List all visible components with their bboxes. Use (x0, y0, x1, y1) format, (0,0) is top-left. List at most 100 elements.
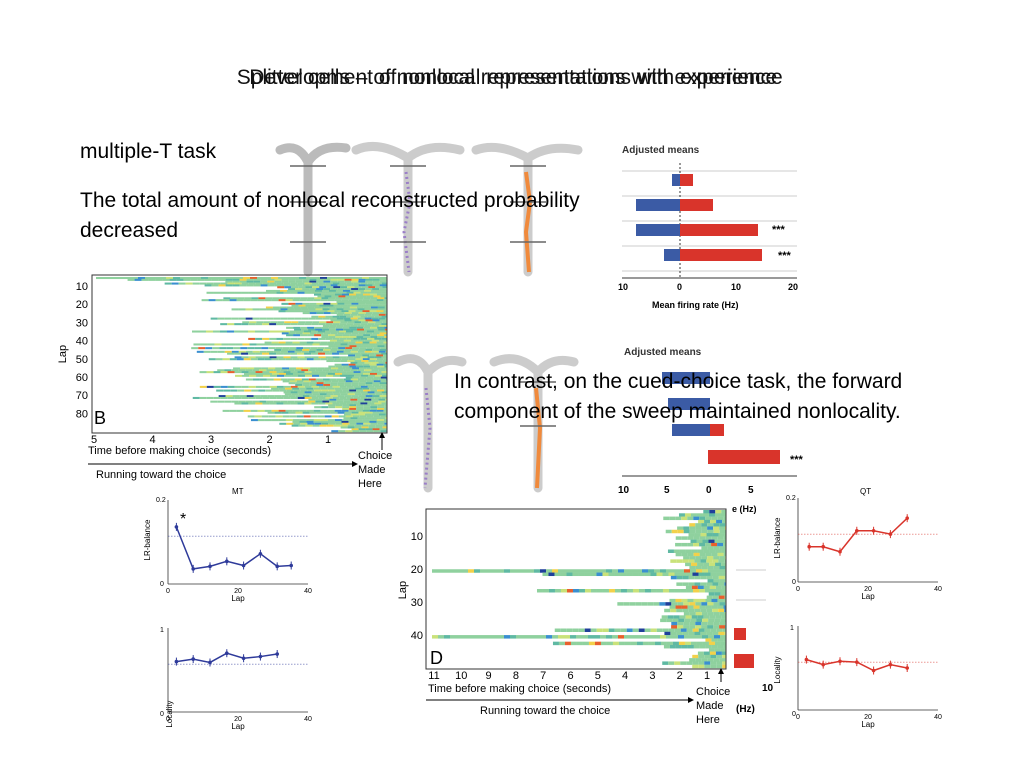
heatmap-cell (316, 382, 324, 385)
heatmap-cell (344, 332, 352, 335)
heatmap-cell (320, 358, 328, 361)
heatmap-cell (318, 402, 326, 405)
heatmap-cell (542, 572, 549, 577)
heatmap-cell (273, 400, 281, 403)
heatmap-cell (717, 638, 724, 642)
heatmap-cell (291, 343, 299, 346)
heatmap-cell (302, 312, 310, 315)
heatmap-cell (282, 380, 290, 383)
heatmap-cell (220, 371, 228, 374)
heatmap-cell (718, 559, 725, 563)
heatmap-cell (328, 345, 336, 348)
heatmap-cell (384, 389, 387, 392)
heatmap-cell (385, 417, 387, 420)
heatmap-cell (296, 415, 304, 418)
heatmap-cell (354, 424, 362, 427)
heatmap-cell (360, 330, 368, 333)
mt-top-point (191, 567, 195, 571)
heatmap-cell (259, 378, 267, 381)
heatmap-cell (241, 330, 249, 333)
heatmap-cell (385, 413, 387, 416)
heatmap-cell (694, 608, 701, 613)
heatmap-cell (324, 367, 332, 370)
heatmap-cell (675, 598, 682, 603)
heatmap-cell (356, 326, 364, 329)
heatmap-cell (367, 391, 375, 394)
heatmap-cell (362, 372, 370, 375)
heatmap-cell (310, 415, 318, 418)
heatmap-cell (276, 356, 284, 359)
heatmap-cell (383, 293, 387, 296)
heatmap-cell (685, 549, 692, 553)
heatmap-cell (350, 417, 358, 420)
heatmap-cell (385, 378, 387, 381)
heatmap-cell (358, 384, 366, 387)
adj-bot-partial: e (Hz) (732, 504, 757, 514)
heatmap-cell (353, 385, 361, 388)
heatmap-cell (355, 310, 363, 313)
heatmap-cell (554, 628, 561, 632)
heatmap-cell (626, 572, 633, 577)
mt-bot-point (225, 651, 229, 655)
heatmap-cell (242, 321, 250, 324)
heatmap-cell (723, 536, 726, 540)
heatmap-cell (218, 284, 226, 287)
heatmap-cell (320, 419, 328, 422)
heatmap-cell (708, 648, 715, 652)
heatmap-cell (576, 635, 582, 639)
heatmap-cell (358, 411, 366, 414)
heatmap-cell (351, 278, 359, 281)
heatmap-cell (719, 523, 726, 527)
heatmap-cell (337, 312, 345, 315)
heatmap-cell (367, 330, 375, 333)
heatmap-cell (705, 638, 712, 642)
figd-panel-letter: D (430, 648, 443, 668)
heatmap-cell (696, 618, 703, 623)
heatmap-cell (272, 389, 280, 392)
heatmap-cell (375, 426, 383, 429)
heatmap-cell (348, 409, 356, 412)
heatmap-cell (705, 605, 712, 609)
heatmap-cell (328, 326, 336, 329)
heatmap-cell (368, 393, 376, 396)
figd-x-tick: 7 (540, 670, 546, 682)
heatmap-cell (327, 372, 335, 375)
heatmap-cell (385, 300, 387, 304)
heatmap-cell (276, 323, 284, 326)
heatmap-cell (162, 278, 170, 281)
heatmap-cell (323, 288, 331, 291)
heatmap-cell (349, 334, 357, 337)
heatmap-cell (363, 306, 371, 309)
heatmap-cell (378, 369, 386, 372)
heatmap-cell (675, 552, 682, 557)
heatmap-cell (253, 284, 261, 287)
heatmap-cell (370, 408, 378, 411)
heatmap-cell (356, 345, 364, 348)
heatmap-cell (345, 347, 353, 350)
heatmap-cell (372, 284, 380, 287)
heatmap-cell (324, 380, 332, 383)
heatmap-cell (313, 419, 321, 422)
heatmap-cell (271, 277, 278, 280)
heatmap-cell (691, 615, 698, 619)
heatmap-cell (687, 536, 694, 540)
heatmap-cell (370, 422, 378, 425)
heatmap-cell (684, 635, 690, 639)
heatmap-cell (348, 277, 355, 280)
heatmap-cell (590, 589, 597, 593)
heatmap-cell (372, 312, 380, 315)
heatmap-cell (612, 641, 619, 646)
heatmap-cell (280, 400, 288, 403)
heatmap-cell (701, 612, 708, 616)
heatmap-cell (234, 282, 242, 285)
qt-top-point (871, 528, 876, 533)
heatmap-cell (227, 385, 235, 388)
heatmap-cell (706, 631, 713, 636)
heatmap-cell (674, 661, 681, 665)
heatmap-cell (384, 404, 387, 407)
heatmap-cell (702, 569, 708, 573)
heatmap-cell (305, 374, 313, 377)
heatmap-cell (327, 358, 335, 361)
heatmap-cell (291, 393, 299, 396)
heatmap-cell (554, 572, 561, 577)
